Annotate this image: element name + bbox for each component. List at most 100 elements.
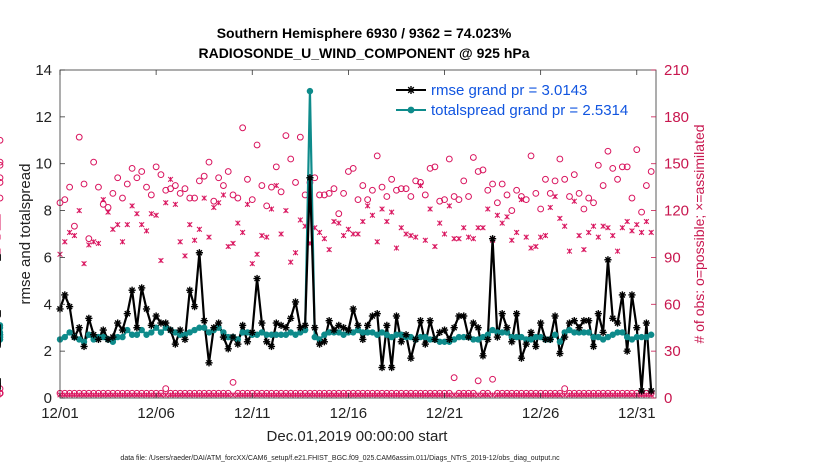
- rmse-point-stroke: [345, 327, 352, 334]
- rmse-point-stroke: [460, 312, 467, 320]
- obs-possible-point: [561, 385, 569, 393]
- obs-assimilated-point: [292, 249, 299, 256]
- rmse-point: [200, 317, 208, 325]
- obs-assimilated-point: [105, 392, 111, 398]
- obs-assimilated-point: [364, 203, 371, 209]
- totalspread-point: [253, 331, 261, 338]
- obs-assimilated-point: [153, 212, 159, 219]
- totalspread-point: [349, 329, 357, 336]
- obs-assimilated-point: [456, 235, 462, 242]
- rmse-point: [484, 335, 492, 344]
- obs-possible-point: [556, 155, 564, 163]
- obs-assimilated-point: [220, 192, 227, 198]
- rmse-point-stroke: [186, 287, 193, 294]
- rmse-point-stroke: [181, 336, 189, 343]
- obs-assimilated-point: [86, 392, 92, 398]
- obs-possible-point: [171, 182, 179, 189]
- totalspread-point: [489, 326, 496, 334]
- obs-assimilated-point: [76, 207, 82, 214]
- rmse-point-stroke: [311, 324, 318, 331]
- obs-possible-point: [542, 175, 549, 183]
- obs-assimilated-point: [167, 176, 174, 183]
- totalspread-point: [359, 329, 367, 336]
- rmse-point: [123, 310, 131, 318]
- obs-assimilated-point: [393, 392, 400, 398]
- obs-possible-point: [551, 177, 559, 185]
- obs-possible-point: [282, 132, 290, 140]
- obs-assimilated-point: [321, 235, 328, 242]
- obs-possible-point: [450, 374, 458, 382]
- obs-possible-point: [335, 210, 343, 218]
- rmse-point-stroke: [643, 319, 650, 327]
- legend-spread-marker: [407, 106, 415, 114]
- rmse-point-stroke: [614, 319, 621, 327]
- rmse-point: [349, 305, 357, 313]
- rmse-point-stroke: [162, 319, 169, 327]
- obs-assimilated-point: [422, 392, 429, 398]
- obs-assimilated-point: [374, 239, 380, 245]
- obs-possible-point: [575, 189, 583, 197]
- y-tick-label: 12: [35, 109, 52, 126]
- totalspread-point: [647, 331, 655, 338]
- rmse-point-stroke: [119, 327, 126, 334]
- totalspread-point: [162, 324, 169, 331]
- obs-assimilated-point: [143, 228, 150, 234]
- obs-assimilated-point: [441, 231, 448, 237]
- rmse-point-stroke: [374, 310, 381, 317]
- obs-possible-point: [0, 389, 4, 397]
- obs-assimilated-point: [235, 392, 241, 398]
- rmse-point-stroke: [177, 327, 184, 334]
- totalspread-point: [114, 333, 121, 341]
- obs-possible-point: [369, 186, 376, 194]
- totalspread-point: [0, 331, 4, 338]
- totalspread-point: [143, 331, 150, 338]
- obs-assimilated-point: [451, 235, 457, 242]
- rmse-point-stroke: [585, 317, 592, 324]
- obs-assimilated-point: [600, 392, 606, 398]
- obs-possible-point: [590, 199, 597, 207]
- rmse-point: [330, 326, 338, 334]
- obs-assimilated-point: [609, 232, 616, 239]
- obs-assimilated-point: [90, 392, 97, 398]
- rmse-point: [162, 319, 170, 327]
- rmse-point-stroke: [114, 319, 121, 327]
- rmse-point-stroke: [76, 324, 83, 331]
- rmse-point-stroke: [157, 319, 164, 327]
- rmse-point-stroke: [350, 305, 357, 313]
- rmse-point: [306, 174, 314, 182]
- totalspread-point: [619, 329, 626, 336]
- obs-assimilated-point: [379, 392, 385, 398]
- totalspread-point: [422, 333, 429, 341]
- obs-assimilated-point: [465, 392, 472, 398]
- rmse-point-stroke: [600, 329, 607, 336]
- totalspread-point: [76, 336, 83, 343]
- rmse-point-stroke: [609, 315, 616, 322]
- totalspread-point: [561, 329, 568, 336]
- obs-possible-point: [330, 185, 338, 193]
- obs-assimilated-point: [187, 221, 193, 228]
- rmse-point-stroke: [359, 336, 366, 343]
- rmse-point: [464, 333, 473, 341]
- obs-assimilated-point: [345, 226, 352, 233]
- obs-assimilated-point: [201, 195, 207, 201]
- obs-assimilated-point: [585, 229, 592, 236]
- obs-possible-point: [484, 186, 492, 194]
- legend: rmse grand pr = 3.0143 totalspread grand…: [396, 82, 628, 119]
- obs-assimilated-point: [114, 221, 121, 228]
- obs-possible-point: [647, 168, 655, 175]
- y-tick-label: 6: [44, 249, 52, 266]
- rmse-point: [248, 328, 256, 336]
- totalspread-point: [340, 331, 347, 338]
- obs-assimilated-point: [259, 232, 265, 239]
- obs-possible-point: [239, 124, 247, 132]
- rmse-point-stroke: [383, 322, 390, 329]
- rmse-point-stroke: [532, 343, 539, 350]
- y-tick-label: 14: [35, 62, 52, 79]
- obs-assimilated-point: [571, 198, 578, 204]
- rmse-point: [580, 317, 588, 325]
- obs-possible-point: [373, 152, 381, 160]
- totalspread-point: [191, 326, 198, 334]
- rmse-point-stroke: [451, 324, 458, 331]
- rmse-point-stroke: [470, 319, 477, 327]
- rmse-point-stroke: [282, 324, 289, 331]
